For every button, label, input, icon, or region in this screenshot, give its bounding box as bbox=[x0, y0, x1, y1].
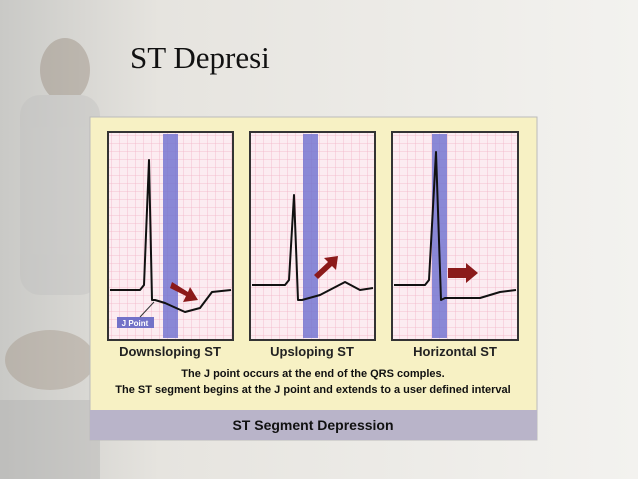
note: The ST segment begins at the J point and… bbox=[115, 384, 510, 396]
caption-bar bbox=[90, 410, 537, 440]
panel bbox=[249, 131, 376, 341]
panel: J Point bbox=[107, 131, 234, 341]
panel-label: Horizontal ST bbox=[413, 344, 497, 359]
panel-label: Downsloping ST bbox=[119, 344, 221, 359]
panel bbox=[391, 131, 519, 341]
note: The J point occurs at the end of the QRS… bbox=[181, 368, 444, 380]
panel-label: Upsloping ST bbox=[270, 344, 354, 359]
slide-title: ST Depresi bbox=[130, 40, 270, 75]
caption: ST Segment Depression bbox=[232, 417, 393, 433]
j-point-label: J Point bbox=[122, 319, 149, 328]
background-photo bbox=[0, 38, 100, 479]
